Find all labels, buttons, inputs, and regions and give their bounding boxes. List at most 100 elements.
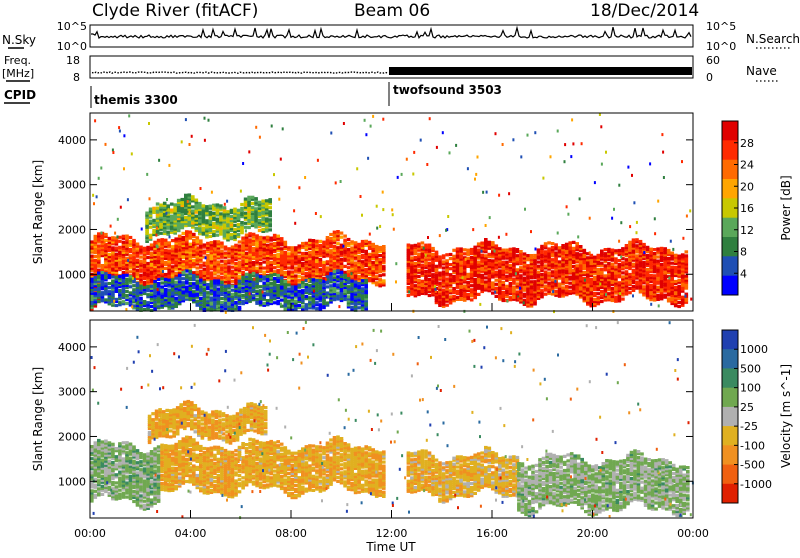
- power-cell-3478: [632, 269, 636, 272]
- power-cell-4961: [162, 270, 164, 273]
- power-cell-4326: [220, 297, 224, 300]
- power-cell-2873: [537, 248, 541, 251]
- power-cell-4003: [132, 284, 136, 287]
- power-cell-712: [231, 270, 235, 273]
- power-cell-4930: [313, 290, 315, 293]
- power-cell-2901: [544, 285, 548, 288]
- power-cell-4906: [166, 198, 168, 201]
- power-cell-2067: [414, 284, 418, 287]
- power-cell-3555: [642, 261, 646, 264]
- power-cell-3062: [568, 276, 572, 279]
- power-cell-1010: [291, 270, 295, 273]
- power-cell-4685: [319, 279, 323, 282]
- power-cell-1866: [230, 209, 234, 212]
- power-cell-4957: [128, 114, 130, 117]
- power-cell-659: [220, 276, 224, 279]
- power-cell-3708: [667, 297, 671, 300]
- power-cell-407: [167, 241, 171, 244]
- power-cell-102: [108, 237, 112, 240]
- power-cell-4197: [185, 269, 189, 272]
- power-cell-3078: [568, 241, 572, 244]
- power-cell-3272: [600, 290, 604, 293]
- power-cell-4568: [287, 300, 291, 303]
- power-cell-2748: [519, 266, 523, 269]
- power-cell-2160: [428, 278, 432, 281]
- power-cell-4226: [196, 300, 200, 303]
- nsearch-label: N.Search: [746, 32, 800, 46]
- power-cell-4171: [178, 274, 182, 277]
- power-cell-3917: [108, 282, 112, 285]
- power-cell-3611: [649, 248, 653, 251]
- power-cell-3706: [663, 247, 667, 250]
- power-cell-4629: [305, 283, 309, 286]
- power-cell-882: [262, 236, 266, 239]
- power-cell-2291: [449, 289, 453, 292]
- power-cell-374: [160, 238, 164, 241]
- power-cell-3011: [561, 286, 565, 289]
- power-cell-1426: [375, 281, 379, 284]
- power-cell-3584: [646, 254, 650, 257]
- power-cell-3908: [104, 272, 108, 275]
- power-cell-1838: [223, 206, 227, 209]
- power-cell-4881: [654, 217, 656, 220]
- power-cell-1336: [354, 241, 358, 244]
- power-cell-4873: [104, 241, 106, 244]
- power-cell-1385: [364, 250, 368, 253]
- power-cell-4333: [220, 281, 224, 284]
- power-cell-2061: [410, 244, 414, 247]
- power-cell-2940: [547, 241, 551, 244]
- power-cell-2013: [268, 198, 272, 201]
- power-cell-4869: [477, 156, 479, 159]
- power-cell-4909: [392, 213, 394, 216]
- power-cell-2394: [463, 252, 467, 255]
- power-cell-4048: [146, 285, 150, 288]
- power-cell-2113: [421, 280, 425, 283]
- power-cell-2724: [516, 268, 520, 271]
- power-cell-900: [266, 236, 270, 239]
- power-cell-576: [203, 268, 207, 271]
- power-cell-4181: [182, 281, 186, 284]
- power-cell-4917: [423, 247, 425, 250]
- power-cell-4942: [317, 159, 319, 162]
- power-cell-4954: [447, 215, 449, 218]
- power-cell-1541: [152, 229, 156, 232]
- power-cell-987: [284, 241, 288, 244]
- power-cell-1963: [258, 219, 262, 222]
- cpid-segment-themis: themis 3300: [94, 93, 178, 107]
- power-cell-558: [199, 264, 203, 267]
- power-cell-1363: [361, 260, 365, 263]
- power-cell-36: [97, 269, 101, 272]
- power-cell-4236: [196, 275, 200, 278]
- power-cell-377: [164, 273, 168, 276]
- cpid-segment-twofsound: twofsound 3503: [393, 83, 502, 97]
- power-cell-52: [97, 232, 101, 235]
- power-cell-1886: [237, 223, 241, 226]
- power-cell-2259: [442, 266, 446, 269]
- power-cell-2001: [265, 199, 269, 202]
- nsky-trace: [91, 27, 691, 38]
- power-cell-1215: [329, 237, 333, 240]
- power-cell-501: [185, 230, 189, 233]
- power-cell-4871: [605, 151, 607, 154]
- power-cell-4903: [131, 305, 133, 308]
- power-cell-1401: [368, 253, 372, 256]
- power-cell-3932: [111, 279, 115, 282]
- power-cell-4128: [167, 279, 171, 282]
- power-cell-534: [192, 233, 196, 236]
- power-cell-3976: [125, 290, 129, 293]
- power-cell-3981: [125, 278, 129, 281]
- power-cell-1052: [298, 255, 302, 258]
- power-cell-4366: [231, 293, 235, 296]
- power-cell-2301: [449, 257, 453, 260]
- power-cell-3764: [674, 280, 678, 283]
- power-cell-4367: [231, 289, 235, 292]
- power-cell-3414: [621, 271, 625, 274]
- power-cell-1665: [181, 198, 185, 201]
- power-cell-2263: [442, 254, 446, 257]
- power-cell-3418: [621, 261, 625, 264]
- power-cell-4586: [291, 285, 295, 288]
- power-cell-4381: [238, 306, 242, 309]
- power-cell-1388: [364, 240, 368, 243]
- power-cell-983: [284, 251, 288, 254]
- power-cell-4507: [269, 282, 273, 285]
